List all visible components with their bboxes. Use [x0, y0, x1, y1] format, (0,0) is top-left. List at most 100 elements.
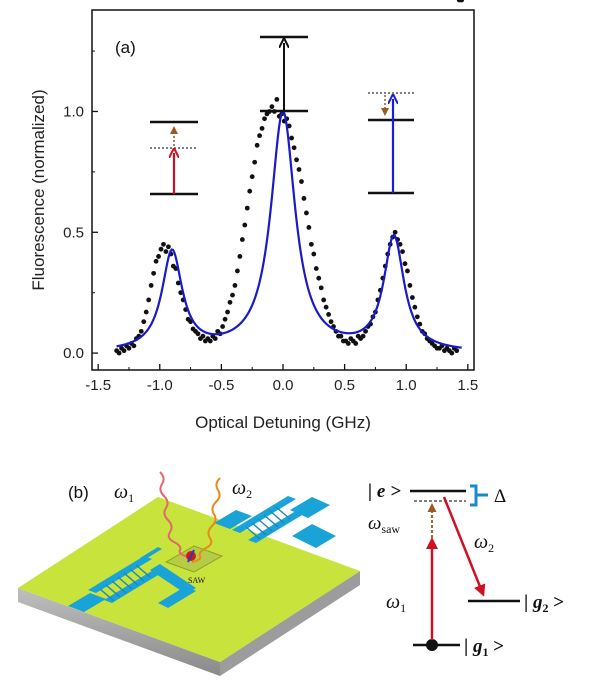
data-point: [141, 319, 147, 325]
substrate-top: [18, 497, 360, 662]
data-point: [158, 246, 164, 252]
data-point: [244, 205, 250, 211]
data-point: [414, 314, 420, 320]
inset-center-levels: [260, 35, 308, 113]
x-axis-title: Optical Detuning (GHz): [195, 413, 371, 432]
data-point: [323, 304, 329, 310]
inset-left-levels: [150, 120, 198, 196]
data-point: [449, 350, 455, 356]
data-point: [407, 283, 413, 288]
saw-label: SAW: [188, 576, 206, 585]
data-point: [392, 229, 398, 235]
data-point: [163, 249, 169, 255]
right-idt: [214, 496, 336, 548]
x-tick-label: 0.5: [334, 377, 355, 394]
g2-state-label: | g2 >: [524, 592, 564, 615]
panel-a-label: (a): [115, 38, 136, 57]
x-tick-label: 1.0: [396, 377, 417, 394]
data-point: [316, 275, 322, 281]
data-point: [220, 324, 226, 329]
data-point: [200, 333, 206, 339]
left-idt-fingers: [99, 564, 151, 602]
data-point: [146, 297, 152, 303]
x-tick-label: -1.0: [147, 377, 173, 394]
panel-a: (a) -1.5 -1.0 -0.5 0.0 0.5 1.0 1.5 0.0 0.5 1.0 Op…: [29, 0, 478, 432]
data-point: [242, 222, 248, 228]
omega2-arrow-icon: [442, 496, 486, 597]
laser-beam-omega1-icon: [159, 471, 187, 557]
delta-bracket-icon: [470, 484, 488, 507]
substrate-side-front: [18, 588, 220, 676]
data-point: [405, 268, 410, 274]
data-point: [166, 244, 171, 250]
data-point: [299, 179, 304, 184]
laser-beam-omega2-icon: [191, 477, 221, 563]
omega2-label: ω2: [232, 477, 252, 501]
data-point: [454, 348, 460, 354]
data-points: [114, 0, 465, 356]
data-point: [116, 350, 122, 356]
data-point: [306, 225, 312, 230]
inset-right-levels: [368, 92, 414, 195]
data-point: [294, 157, 299, 163]
axis-tick-labels: -1.5 -1.0 -0.5 0.0 0.5 1.0 1.5 0.0 0.5 1.0: [63, 103, 478, 394]
data-point: [161, 241, 166, 247]
data-point: [326, 312, 331, 317]
data-point: [148, 283, 154, 288]
g1-state-label: | g1 >: [464, 636, 504, 659]
right-omega1-label: ω1: [386, 591, 406, 615]
data-point: [345, 341, 351, 346]
data-point: [409, 295, 415, 300]
data-point: [308, 241, 314, 247]
y-tick-label: 0.5: [63, 224, 84, 241]
data-point: [143, 309, 149, 315]
data-point: [313, 266, 319, 271]
data-point: [126, 345, 132, 351]
data-point: [262, 116, 267, 122]
y-tick-label: 1.0: [63, 103, 84, 120]
data-point: [138, 328, 144, 334]
data-point: [227, 299, 233, 305]
data-point: [318, 285, 324, 291]
delta-label: Δ: [494, 486, 506, 507]
data-point: [222, 316, 228, 322]
panel-b: (b): [18, 471, 564, 676]
data-point: [212, 336, 218, 341]
data-point: [296, 167, 302, 172]
data-point: [311, 251, 317, 257]
omega-saw-label: ωsaw: [368, 513, 400, 536]
data-point: [400, 249, 405, 255]
data-point: [259, 125, 265, 131]
data-point: [247, 188, 253, 194]
y-axis-title: Fluorescence (normalized): [29, 89, 48, 290]
data-point: [417, 321, 423, 327]
data-point: [412, 304, 418, 310]
data-point: [195, 331, 201, 337]
right-omega2-label: ω2: [474, 531, 494, 555]
data-point: [175, 280, 181, 286]
data-point: [131, 343, 137, 349]
data-point: [301, 196, 307, 201]
data-point: [151, 270, 157, 276]
data-point: [459, 0, 465, 3]
data-point: [402, 261, 408, 267]
data-point: [235, 268, 240, 274]
data-point: [363, 328, 368, 334]
y-tick-label: 0.0: [63, 345, 84, 362]
data-point: [230, 292, 235, 298]
data-point: [304, 210, 309, 216]
saw-device-illustration: SAW ω1 ω2: [18, 471, 360, 676]
x-tick-label: -0.5: [208, 377, 234, 394]
data-point: [289, 135, 295, 141]
axis-ticks: [92, 50, 469, 370]
data-point: [252, 159, 258, 165]
data-point: [257, 133, 262, 139]
data-point: [254, 142, 260, 148]
data-point: [232, 283, 238, 288]
data-point: [153, 258, 159, 264]
data-point: [353, 341, 359, 346]
data-point: [269, 104, 275, 110]
fit-curve: [116, 110, 462, 349]
x-tick-label: 0.0: [273, 377, 294, 394]
